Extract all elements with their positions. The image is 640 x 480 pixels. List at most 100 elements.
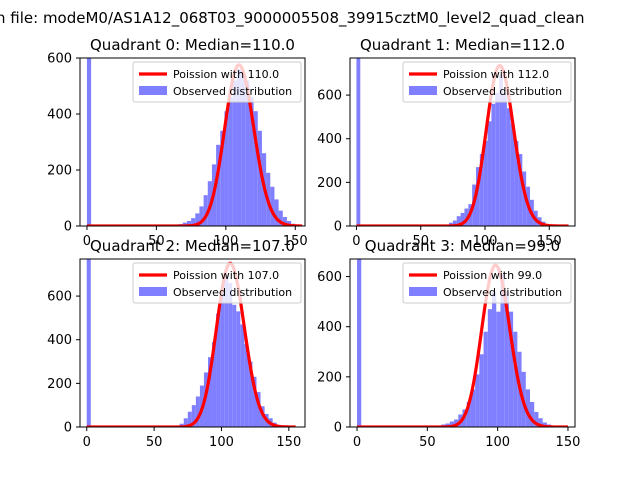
y-tick-label: 0	[334, 220, 342, 235]
histogram-bar	[248, 361, 253, 427]
histogram-bar	[492, 291, 497, 427]
histogram-bar	[86, 58, 92, 226]
histogram-bar	[514, 140, 519, 226]
y-tick-label: 200	[47, 377, 72, 392]
histogram-bar	[504, 291, 509, 427]
legend-label-poisson: Poission with 107.0	[173, 269, 279, 282]
axes-frame	[349, 258, 576, 428]
histogram-bar	[256, 392, 261, 427]
axes-frame	[79, 258, 306, 428]
subplot-2: 0 50 100 150 0 200 400 600 Quadrant 2: Median=10…	[47, 237, 306, 450]
histogram-bar	[240, 324, 245, 427]
subplot-0: 0 50 100 150 0 200 400 600 Quadrant 0: Median=11…	[47, 36, 308, 249]
histogram-bar	[228, 97, 233, 226]
legend-label-observed: Observed distribution	[173, 286, 292, 299]
x-tick-label: 100	[485, 435, 510, 450]
histogram-bar	[252, 376, 257, 427]
histogram-bar	[483, 140, 488, 226]
legend-bar-swatch	[139, 287, 167, 296]
histogram-bar	[466, 401, 471, 427]
histogram-bar	[187, 411, 192, 427]
histogram-bar	[452, 220, 457, 226]
histogram-bar	[538, 418, 543, 427]
x-tick-label: 50	[146, 435, 163, 450]
histogram-bar	[249, 97, 254, 226]
histogram-bar	[195, 396, 200, 427]
y-tick-label: 600	[47, 290, 72, 305]
histogram-bar	[449, 421, 455, 427]
legend: Poission with 110.0 Observed distribution	[132, 61, 302, 103]
legend-bar-swatch	[409, 86, 437, 95]
y-tick-label: 400	[317, 320, 342, 335]
histogram-bar	[244, 344, 249, 427]
x-tick-label: 0	[352, 234, 360, 249]
histogram-bar	[241, 72, 246, 226]
x-tick-label: 150	[283, 234, 308, 249]
histogram-bar	[191, 218, 196, 226]
histogram-bar	[191, 405, 196, 427]
histogram-bar	[487, 121, 492, 226]
histogram-bar	[182, 222, 187, 226]
subplot-grid: 0 50 100 150 0 200 400 600 Quadrant 0: Median=11…	[47, 36, 580, 450]
histogram-bar	[220, 130, 225, 226]
histogram-bar	[487, 309, 493, 427]
histogram-bar	[479, 154, 484, 226]
legend: Poission with 107.0 Observed distribution	[132, 262, 302, 304]
histogram-bar	[530, 401, 535, 427]
histogram-bar	[518, 154, 523, 226]
histogram-bar	[232, 80, 237, 226]
legend-box	[132, 61, 302, 103]
x-tick-label: 50	[419, 435, 436, 450]
histogram-bar	[356, 58, 361, 226]
y-tick-label: 400	[47, 333, 72, 348]
histogram-bar	[357, 259, 362, 427]
x-tick-label: 150	[556, 435, 581, 450]
subplot-title: Quadrant 0: Median=110.0	[90, 36, 295, 54]
subplot-title: Quadrant 1: Median=112.0	[360, 36, 565, 54]
x-tick-label: 0	[353, 435, 361, 450]
poisson-curve	[356, 64, 569, 226]
histogram-bar	[500, 274, 505, 427]
histogram-bar	[456, 216, 461, 226]
histogram-bar	[479, 354, 484, 427]
x-tick-label: 0	[83, 435, 91, 450]
histogram-bar	[212, 341, 217, 427]
x-tick-label: 100	[213, 234, 238, 249]
histogram-bar	[460, 212, 465, 226]
y-tick-label: 400	[317, 132, 342, 147]
y-tick-label: 200	[47, 164, 72, 179]
histogram-bar	[228, 283, 233, 427]
histogram-bar	[476, 167, 480, 226]
histogram-bar	[203, 195, 208, 226]
histogram-bar	[503, 95, 507, 226]
histogram-bar	[183, 418, 188, 427]
y-tick-label: 0	[64, 421, 72, 436]
histogram-bar	[207, 357, 213, 427]
histogram-bar	[513, 331, 518, 427]
legend: Poission with 99.0 Observed distribution	[402, 262, 572, 304]
histogram-bar	[282, 217, 287, 226]
histogram-bar	[508, 311, 514, 427]
histogram-bar	[274, 199, 279, 226]
x-tick-label: 100	[209, 435, 234, 450]
y-tick-label: 0	[64, 220, 72, 235]
x-tick-label: 100	[473, 234, 498, 249]
y-tick-label: 200	[317, 370, 342, 385]
histogram-bar	[257, 130, 262, 226]
legend-label-observed: Observed distribution	[173, 85, 292, 98]
histogram-bar	[236, 311, 241, 427]
histogram-bar	[86, 259, 91, 427]
y-tick-label: 400	[47, 108, 72, 123]
histogram-bar	[278, 210, 283, 226]
poisson-curve	[86, 63, 303, 226]
x-tick-label: 50	[148, 234, 165, 249]
histogram-bar	[470, 389, 476, 427]
histogram-bar	[483, 331, 488, 427]
histogram-bar	[253, 111, 258, 226]
histogram-bar	[224, 274, 229, 427]
legend-box	[132, 262, 302, 304]
y-tick-label: 200	[317, 176, 342, 191]
histogram-bar	[220, 289, 225, 427]
subplot-3: 0 50 100 150 0 200 400 600 Quadrant 3: Median=99…	[317, 237, 580, 450]
